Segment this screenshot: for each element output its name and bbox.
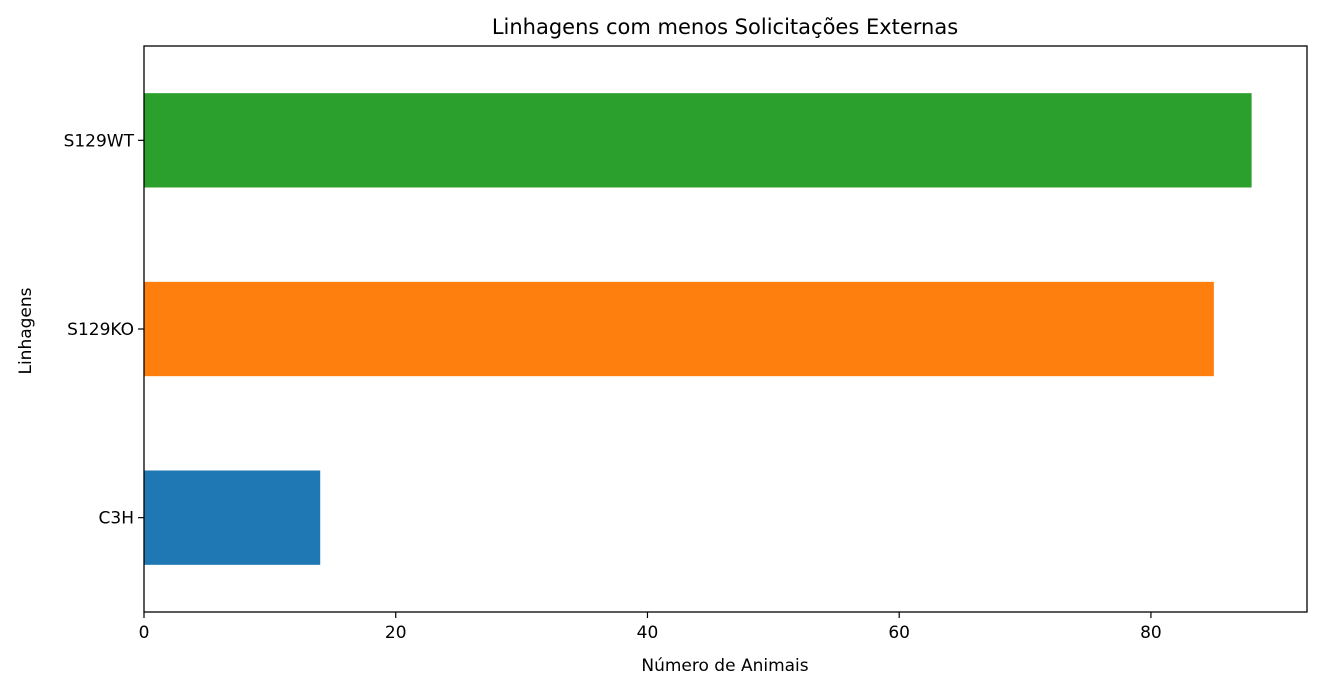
bar-c3h (144, 470, 321, 565)
x-axis-label: Número de Animais (641, 656, 808, 676)
x-tick-label: 20 (385, 623, 407, 643)
x-tick-label: 80 (1140, 623, 1162, 643)
plot-frame (143, 45, 1308, 613)
chart-title: Linhagens com menos Solicitações Externa… (492, 15, 958, 39)
ticks-layer: C3H S129KO S129WT 0 20 40 60 80 (64, 131, 1162, 643)
y-axis-label: Linhagens (16, 287, 36, 374)
y-tick-label: S129KO (67, 320, 134, 340)
bars-layer (144, 93, 1252, 565)
x-tick-label: 0 (139, 623, 150, 643)
y-tick-label: C3H (99, 509, 134, 529)
bar-s129ko (144, 281, 1214, 377)
x-tick-label: 40 (637, 623, 659, 643)
x-tick-label: 60 (888, 623, 910, 643)
bar-s129wt (144, 93, 1252, 188)
y-tick-label: S129WT (64, 131, 135, 151)
